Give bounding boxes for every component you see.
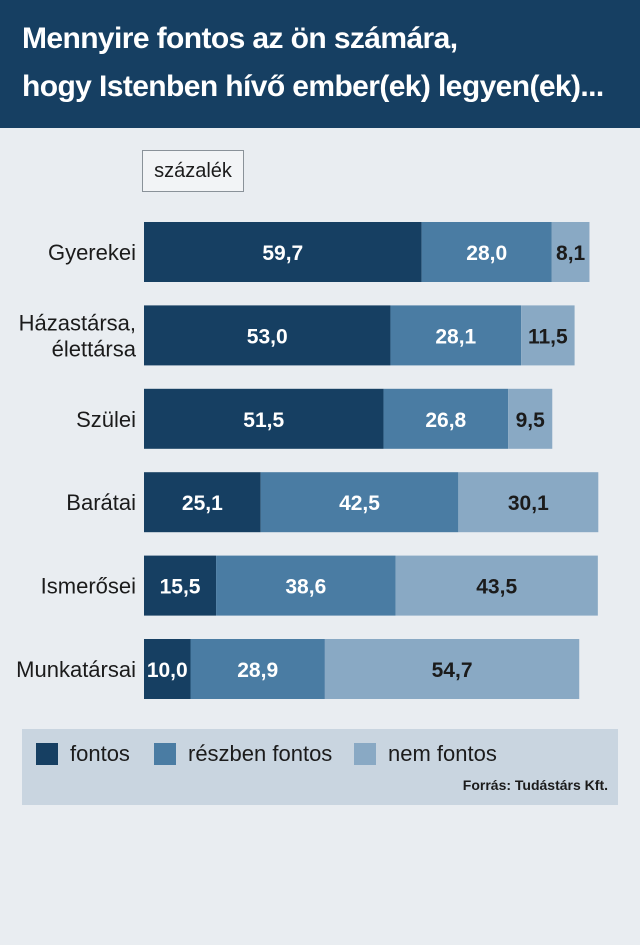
legend-label-fontos: fontos: [70, 741, 130, 766]
bar-segment: [521, 305, 575, 366]
bar-segment: [144, 222, 422, 282]
data-label: 53,0: [247, 325, 288, 348]
bar-segment: [144, 639, 191, 699]
legend-item-fontos: fontos: [36, 739, 130, 769]
legend-label-nem-fontos: nem fontos: [388, 741, 497, 766]
bar-segment: [144, 305, 391, 366]
data-label: 10,0: [147, 659, 188, 682]
bar-segment: [508, 388, 553, 449]
bar-segment: [395, 555, 598, 616]
legend-item-reszben-fontos: részben fontos: [154, 739, 332, 769]
header: Mennyire fontos az ön számára, hogy Iste…: [0, 0, 640, 128]
data-label: 51,5: [243, 409, 284, 432]
legend: fontos részben fontos nem fontos Forrás:…: [22, 729, 618, 805]
legend-label-reszben-fontos: részben fontos: [188, 741, 333, 766]
bar-segment: [458, 472, 599, 533]
data-label: 42,5: [339, 492, 380, 515]
bar-segment: [144, 472, 261, 533]
data-label: 28,0: [466, 242, 507, 265]
data-label: 54,7: [432, 659, 473, 682]
category-label: Házastársa, élettársa: [19, 310, 137, 361]
unit-label: százalék: [142, 150, 244, 192]
data-label: 28,9: [237, 659, 278, 682]
bar-segment: [421, 222, 552, 282]
data-label: 43,5: [476, 576, 517, 599]
category-label: Munkatársai: [16, 657, 136, 682]
data-label: 25,1: [182, 492, 223, 515]
data-label: 26,8: [425, 409, 466, 432]
category-label: Barátai: [66, 490, 136, 515]
bar-segment: [383, 388, 509, 449]
chart-title-line-2: hogy Istenben hívő ember(ek) legyen(ek).…: [22, 70, 604, 103]
data-label: 11,5: [528, 325, 568, 348]
source-note: Forrás: Tudástárs Kft.: [462, 777, 608, 793]
legend-item-nem-fontos: nem fontos: [354, 739, 497, 769]
category-label: Ismerősei: [41, 574, 136, 599]
bar-segment: [324, 639, 580, 699]
legend-swatch-reszben-fontos: [154, 743, 176, 765]
chart-title-line-1: Mennyire fontos az ön számára,: [22, 22, 458, 55]
bar-segment: [390, 305, 522, 366]
data-label: 38,6: [285, 576, 326, 599]
legend-swatch-nem-fontos: [354, 743, 376, 765]
bar-segment: [551, 222, 590, 282]
bar-segment: [190, 639, 325, 699]
category-label: Gyerekei: [48, 240, 136, 265]
legend-swatch-fontos: [36, 743, 58, 765]
bar-segment: [144, 555, 217, 616]
data-label: 9,5: [516, 409, 546, 432]
data-label: 59,7: [262, 242, 303, 265]
bar-segment: [260, 472, 459, 533]
data-label: 15,5: [160, 576, 201, 599]
data-label: 28,1: [435, 325, 476, 348]
bar-segment: [144, 388, 384, 449]
data-label: 30,1: [508, 492, 549, 515]
data-label: 8,1: [556, 242, 586, 265]
bar-segment: [216, 555, 396, 616]
stacked-bar-chart: Gyerekei 59,7 28,0 8,1 Házastársa, élettársa 5…: [16, 222, 599, 699]
category-label: Szülei: [76, 407, 136, 432]
